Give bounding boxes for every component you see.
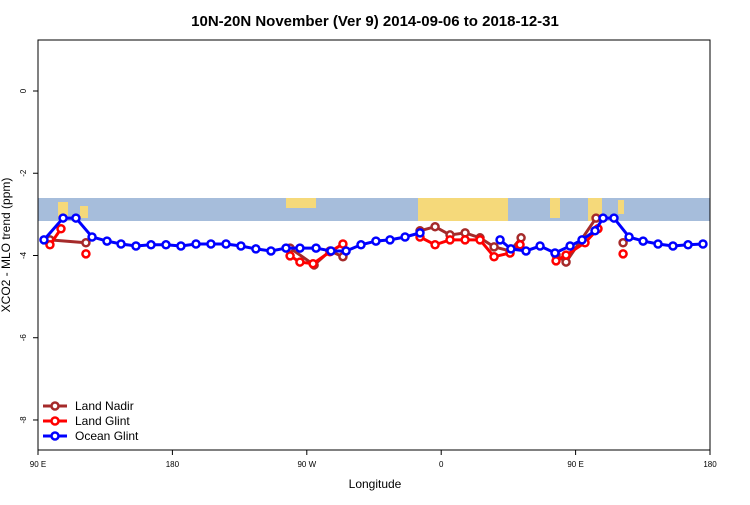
point xyxy=(506,244,516,254)
point xyxy=(295,243,305,253)
point xyxy=(475,235,485,245)
point xyxy=(698,239,708,249)
point xyxy=(489,251,499,262)
point xyxy=(668,241,678,251)
point xyxy=(400,232,410,242)
point xyxy=(285,251,295,261)
point xyxy=(371,236,381,246)
x-tick-label: 180 xyxy=(166,460,180,469)
point xyxy=(550,248,560,258)
x-tick-label: 180 xyxy=(703,460,717,469)
point xyxy=(515,240,525,250)
point xyxy=(590,226,600,236)
point xyxy=(577,235,587,245)
point xyxy=(81,237,91,248)
point xyxy=(683,240,693,250)
point xyxy=(58,213,68,223)
point xyxy=(191,239,201,249)
point xyxy=(618,249,628,259)
point xyxy=(535,241,545,251)
point xyxy=(161,240,171,250)
legend-marker xyxy=(50,401,60,411)
series-line xyxy=(555,227,600,263)
point xyxy=(71,213,81,223)
point xyxy=(430,221,440,232)
point xyxy=(311,243,321,253)
point xyxy=(624,232,634,242)
point xyxy=(308,258,318,269)
y-tick-label: -8 xyxy=(19,416,28,424)
point xyxy=(430,240,440,250)
point xyxy=(460,235,470,245)
legend-marker xyxy=(50,431,60,441)
y-tick-label: -6 xyxy=(19,334,28,342)
x-axis-label: Longitude xyxy=(349,477,402,491)
y-tick-label: 0 xyxy=(19,88,28,93)
point xyxy=(341,246,351,256)
y-axis-label: XCO2 - MLO trend (ppm) xyxy=(0,178,13,313)
point xyxy=(295,257,305,267)
point xyxy=(609,213,619,223)
point xyxy=(385,235,395,245)
x-tick-label: 0 xyxy=(439,460,444,469)
legend-label: Ocean Glint xyxy=(75,429,139,443)
point xyxy=(266,246,276,256)
point xyxy=(206,239,216,249)
x-tick-label: 90 E xyxy=(30,460,46,469)
point xyxy=(638,236,648,246)
point xyxy=(495,235,505,245)
point xyxy=(356,240,366,250)
point xyxy=(521,246,531,256)
chart-title: 10N-20N November (Ver 9) 2014-09-06 to 2… xyxy=(191,13,559,30)
point xyxy=(561,250,571,260)
point xyxy=(251,244,261,254)
point xyxy=(39,235,49,245)
plot-frame xyxy=(37,39,711,451)
point xyxy=(618,237,628,248)
point xyxy=(551,256,561,266)
legend-marker xyxy=(50,416,60,426)
y-tick-label: -2 xyxy=(19,169,28,177)
point xyxy=(102,236,112,246)
point xyxy=(56,224,66,234)
x-tick-label: 90 E xyxy=(567,460,583,469)
series-line xyxy=(49,238,87,245)
point xyxy=(565,241,575,251)
point xyxy=(87,232,97,242)
point xyxy=(146,240,156,250)
point xyxy=(221,239,231,249)
point xyxy=(236,241,246,251)
point xyxy=(45,240,55,250)
point xyxy=(415,228,425,238)
series-line xyxy=(499,216,704,255)
point xyxy=(489,242,499,252)
point xyxy=(131,241,141,251)
point xyxy=(445,235,455,245)
x-tick-label: 90 W xyxy=(297,460,316,469)
legend-label: Land Glint xyxy=(75,414,130,428)
point xyxy=(598,213,608,223)
map-strip xyxy=(38,198,710,221)
legend-label: Land Nadir xyxy=(75,399,134,413)
point xyxy=(176,241,186,251)
point xyxy=(326,246,336,256)
y-tick-label: -4 xyxy=(19,251,28,259)
point xyxy=(116,239,126,249)
point xyxy=(81,249,91,259)
point xyxy=(653,239,663,249)
point xyxy=(281,243,291,253)
